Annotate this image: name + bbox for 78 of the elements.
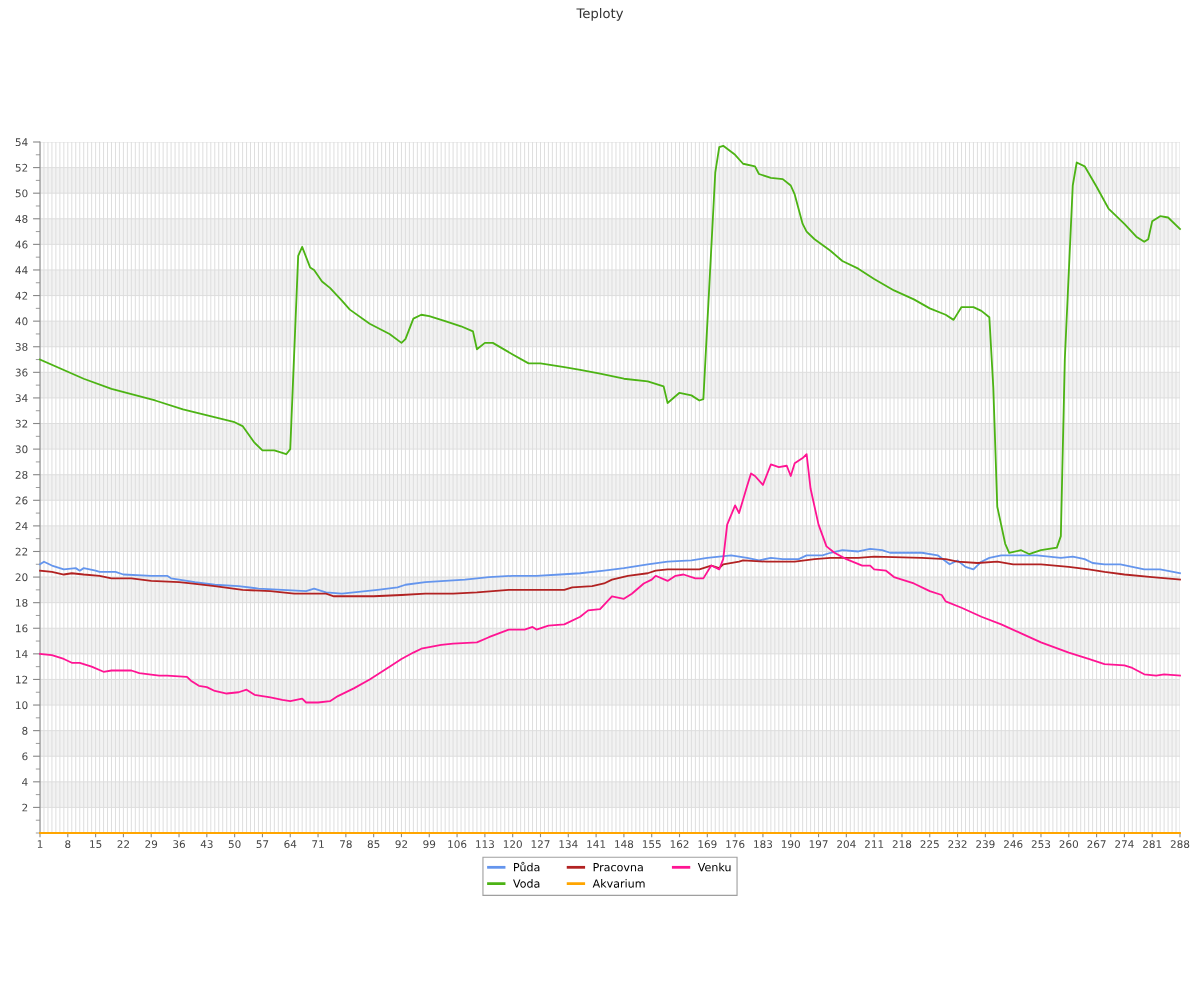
- y-tick-label: 4: [22, 778, 28, 786]
- y-tick-label: 14: [16, 650, 28, 658]
- y-tick-label: 46: [15, 240, 28, 249]
- x-tick-label: 85: [367, 840, 380, 849]
- y-tick-label: 24: [15, 522, 28, 530]
- x-tick-label: 120: [503, 840, 522, 849]
- x-tick-label: 148: [615, 840, 634, 849]
- x-tick-label: 106: [448, 840, 467, 849]
- y-tick-label: 26: [15, 496, 28, 505]
- x-tick-label: 36: [173, 840, 185, 849]
- legend-label: Akvarium: [592, 879, 645, 888]
- y-tick-label: 52: [15, 163, 28, 172]
- y-tick-label: 6: [22, 752, 28, 761]
- x-tick-label: 232: [948, 840, 967, 849]
- x-tick-label: 246: [1003, 840, 1023, 849]
- x-tick-label: 78: [340, 840, 352, 849]
- chart-title: Teploty: [576, 8, 624, 21]
- x-tick-label: 22: [117, 840, 129, 848]
- x-tick-label: 288: [1170, 840, 1190, 849]
- line-series: [39, 548, 1181, 595]
- y-tick-label: 42: [15, 291, 28, 300]
- x-tick-label: 15: [90, 840, 102, 849]
- y-tick-label: 38: [15, 342, 28, 351]
- y-tick-label: 28: [15, 470, 28, 479]
- x-tick-label: 57: [256, 840, 269, 849]
- y-tick-label: 16: [16, 624, 28, 633]
- legend-label: Půda: [514, 861, 540, 872]
- x-tick-label: 274: [1115, 840, 1134, 848]
- y-tick-label: 50: [15, 189, 28, 198]
- x-tick-label: 267: [1087, 840, 1106, 849]
- x-tick-label: 113: [476, 840, 494, 849]
- x-tick-label: 29: [145, 840, 158, 849]
- x-tick-label: 50: [228, 840, 241, 849]
- y-tick-label: 12: [16, 675, 28, 684]
- y-tick-label: 40: [15, 317, 28, 326]
- x-tick-label: 71: [312, 840, 324, 848]
- y-tick-label: 10: [16, 701, 28, 710]
- y-tick-label: 36: [15, 368, 28, 377]
- x-tick-label: 92: [395, 840, 408, 849]
- x-tick-label: 211: [864, 840, 884, 848]
- y-tick-label: 32: [15, 419, 28, 428]
- y-tick-label: 22: [15, 547, 28, 556]
- y-tick-label: 44: [15, 266, 28, 274]
- x-tick-label: 162: [670, 840, 689, 849]
- x-tick-label: 99: [423, 840, 436, 849]
- y-tick-label: 48: [15, 215, 28, 223]
- line-series: [39, 555, 1181, 598]
- y-tick-label: 30: [15, 445, 28, 454]
- x-tick-label: 155: [642, 840, 661, 849]
- x-tick-label: 190: [781, 840, 800, 849]
- y-tick-label: 8: [22, 726, 28, 735]
- legend-label: Pracovna: [593, 863, 643, 872]
- y-tick-label: 18: [16, 598, 28, 607]
- y-tick-label: 2: [22, 803, 28, 812]
- y-tick-label: 34: [15, 394, 28, 403]
- x-tick-label: 43: [200, 840, 213, 849]
- x-tick-label: 239: [976, 840, 995, 849]
- x-tick-label: 176: [726, 840, 745, 849]
- y-tick-label: 54: [15, 138, 28, 147]
- x-tick-label: 204: [837, 840, 856, 849]
- x-tick-label: 281: [1143, 840, 1162, 849]
- legend-label: Voda: [513, 879, 540, 888]
- x-tick-label: 197: [809, 840, 828, 849]
- legend-label: Venku: [697, 862, 731, 872]
- x-tick-label: 141: [587, 840, 606, 848]
- line-series: [39, 453, 1181, 704]
- x-tick-label: 253: [1031, 840, 1051, 849]
- x-tick-label: 183: [754, 840, 773, 849]
- x-tick-label: 169: [698, 840, 717, 849]
- x-tick-label: 218: [892, 840, 912, 849]
- x-tick-label: 127: [531, 840, 550, 848]
- x-tick-label: 64: [284, 840, 297, 849]
- x-tick-label: 134: [559, 840, 578, 849]
- x-tick-label: 8: [65, 840, 71, 849]
- x-tick-label: 225: [920, 840, 939, 849]
- x-tick-label: 260: [1059, 840, 1079, 849]
- y-tick-label: 20: [15, 573, 28, 582]
- x-tick-label: 1: [37, 840, 43, 848]
